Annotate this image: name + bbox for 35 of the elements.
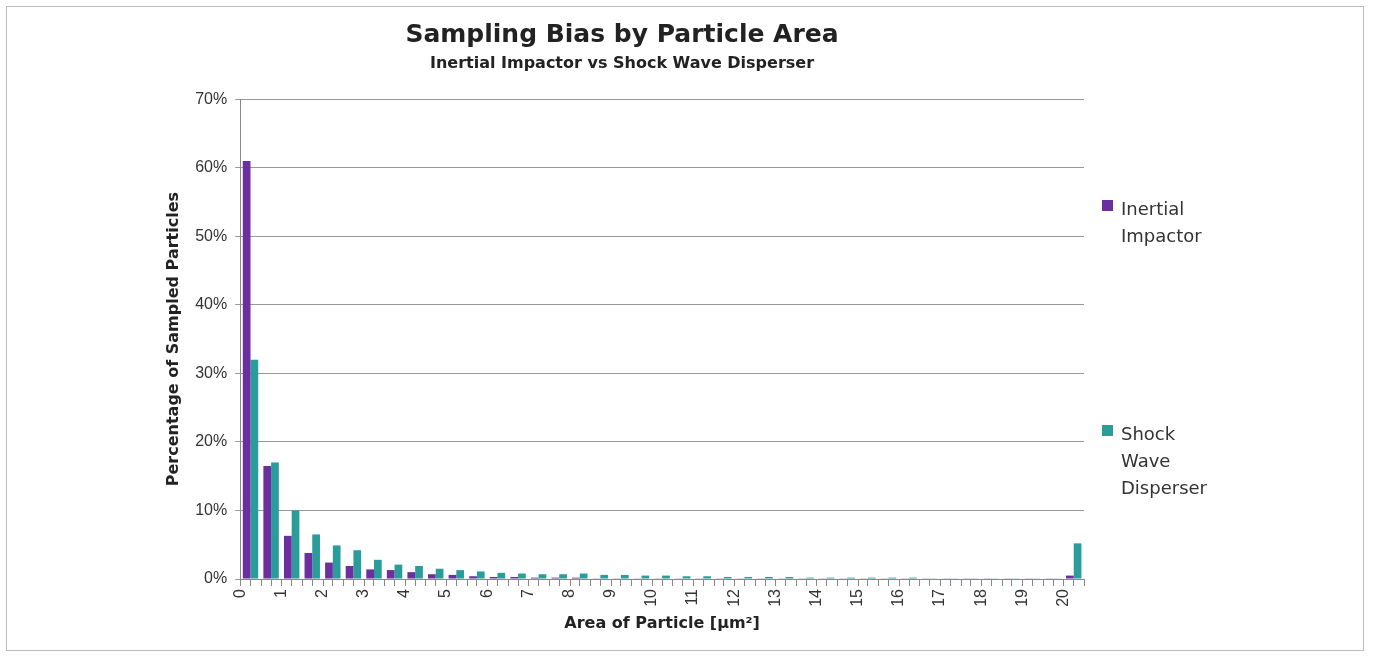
x-tick-label: 19 [1012,588,1030,607]
x-tick-label: 4 [395,588,413,598]
x-axis-title: Area of Particle [µm²] [564,612,760,632]
x-tick-label: 9 [601,588,619,598]
x-tick-label: 3 [354,588,372,598]
chart-title: Sampling Bias by Particle Area [405,18,839,48]
x-tick-label: 12 [724,588,742,607]
y-tick-label: 70% [195,89,228,107]
x-tick-label: 10 [642,588,660,607]
y-tick-label: 50% [195,226,228,244]
x-tick-label: 1 [271,588,289,598]
y-tick-label: 10% [195,500,228,518]
x-tick-label: 11 [683,588,701,606]
x-tick-label: 14 [806,588,824,607]
x-tick-label: 20 [1053,588,1071,607]
x-tick-label: 0 [230,588,248,598]
x-tick-label: 16 [889,588,907,607]
y-tick-label: 40% [195,295,228,313]
y-tick-label: 30% [195,363,228,381]
chart-subtitle: Inertial Impactor vs Shock Wave Disperser [429,52,815,72]
x-tick-label: 18 [971,588,989,607]
y-tick-label: 0% [204,569,228,587]
x-tick-label: 13 [765,588,783,607]
y-tick-label: 60% [195,158,228,176]
y-axis-title: Percentage of Sampled Particles [162,191,182,487]
x-tick-label: 2 [312,588,330,598]
y-tick-label: 20% [195,432,228,450]
x-tick-label: 8 [559,588,577,598]
x-tick-label: 5 [436,588,454,598]
x-tick-label: 17 [930,588,948,607]
legend-label: Inertial Impactor [1121,197,1203,248]
x-tick-label: 7 [518,588,536,598]
x-tick-label: 6 [477,588,495,598]
legend-label: Shock Wave Disperser [1121,422,1208,500]
x-tick-label: 15 [848,588,866,607]
